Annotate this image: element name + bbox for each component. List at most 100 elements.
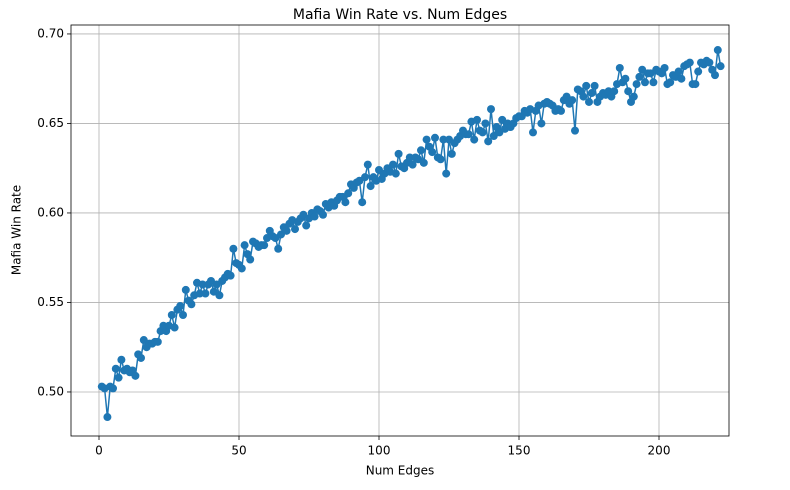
- data-point: [674, 67, 683, 76]
- data-point: [114, 373, 123, 382]
- data-point: [215, 291, 224, 300]
- data-point: [587, 89, 596, 98]
- data-point: [478, 128, 487, 137]
- y-tick-label: 0.60: [37, 205, 64, 219]
- data-point: [167, 310, 176, 319]
- data-point: [691, 80, 700, 89]
- y-tick-label: 0.50: [37, 384, 64, 398]
- data-point: [391, 169, 400, 178]
- data-point: [487, 105, 495, 114]
- data-point: [685, 58, 694, 67]
- data-point: [641, 78, 649, 87]
- data-point: [610, 87, 619, 96]
- data-point: [361, 173, 369, 182]
- data-point: [529, 128, 537, 137]
- data-point: [419, 158, 428, 167]
- data-point: [431, 133, 439, 142]
- data-point: [291, 225, 299, 234]
- data-point: [176, 302, 185, 311]
- data-point: [408, 160, 417, 169]
- data-point: [181, 285, 190, 294]
- data-point: [590, 81, 599, 90]
- data-point: [666, 78, 675, 87]
- data-point: [198, 280, 207, 289]
- data-point: [568, 96, 577, 105]
- data-point: [537, 119, 546, 128]
- x-axis-label: Num Edges: [366, 464, 435, 478]
- data-point: [310, 212, 319, 221]
- data-point: [484, 137, 493, 146]
- y-tick-label: 0.65: [37, 116, 64, 130]
- data-point: [428, 148, 437, 157]
- data-point: [442, 169, 451, 178]
- data-point: [436, 155, 445, 164]
- data-point: [713, 46, 722, 55]
- x-tick-label: 50: [231, 444, 246, 458]
- data-point: [711, 71, 719, 80]
- data-point: [571, 126, 579, 135]
- data-point: [131, 371, 140, 380]
- data-point: [394, 149, 403, 158]
- data-point: [246, 255, 255, 264]
- data-point: [282, 226, 291, 235]
- data-point: [632, 80, 641, 89]
- data-point: [302, 221, 311, 230]
- data-point: [629, 92, 638, 101]
- data-point: [319, 210, 327, 219]
- data-point: [621, 74, 630, 83]
- data-point: [341, 198, 350, 207]
- data-point: [417, 146, 425, 155]
- data-point: [405, 153, 414, 162]
- data-point: [615, 63, 624, 72]
- data-point: [694, 67, 703, 76]
- data-point: [111, 364, 120, 373]
- data-point: [624, 87, 633, 96]
- x-tick-label: 0: [95, 444, 103, 458]
- data-point: [716, 62, 725, 71]
- data-point: [229, 244, 238, 253]
- data-line: [101, 49, 722, 418]
- data-point: [274, 244, 283, 253]
- data-point: [344, 189, 353, 198]
- plot-frame: [70, 24, 730, 437]
- data-point: [366, 182, 375, 191]
- data-point: [237, 264, 246, 273]
- data-point: [389, 160, 397, 169]
- data-point: [137, 353, 145, 362]
- data-point: [635, 72, 644, 81]
- data-point: [481, 119, 490, 128]
- y-tick-label: 0.70: [37, 26, 64, 40]
- x-tick-label: 150: [508, 444, 531, 458]
- data-point: [705, 58, 714, 67]
- data-point: [187, 300, 196, 309]
- data-point: [226, 271, 235, 280]
- data-point: [422, 135, 431, 144]
- data-point: [170, 323, 179, 332]
- data-point: [439, 135, 448, 144]
- data-point: [103, 413, 112, 422]
- x-tick-label: 100: [368, 444, 391, 458]
- data-point: [201, 289, 210, 298]
- data-point: [649, 78, 658, 87]
- chart-title: Mafia Win Rate vs. Num Edges: [293, 7, 507, 23]
- data-point: [240, 241, 249, 250]
- data-point: [363, 160, 372, 169]
- data-point: [585, 97, 593, 106]
- y-axis-label: Mafia Win Rate: [10, 185, 24, 275]
- data-point: [117, 355, 126, 364]
- x-tick-label: 200: [648, 444, 671, 458]
- data-point: [660, 63, 669, 72]
- data-point: [464, 130, 473, 139]
- data-point: [470, 135, 479, 144]
- data-point: [582, 81, 591, 90]
- data-point: [579, 92, 588, 101]
- data-point: [447, 149, 456, 158]
- data-point: [260, 241, 269, 250]
- data-point: [473, 115, 481, 124]
- data-point: [153, 337, 162, 346]
- data-point: [195, 289, 204, 298]
- data-point: [677, 74, 686, 83]
- data-point: [179, 310, 187, 319]
- y-tick-label: 0.55: [37, 295, 64, 309]
